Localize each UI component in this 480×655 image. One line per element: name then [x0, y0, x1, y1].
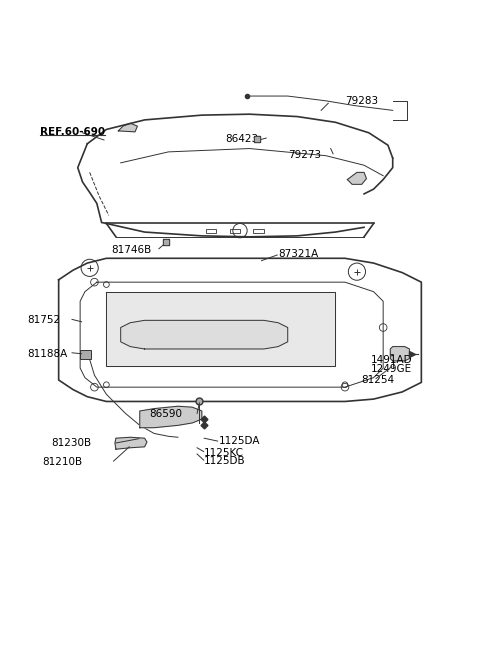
- Text: 81230B: 81230B: [51, 438, 92, 448]
- Text: 81210B: 81210B: [42, 457, 82, 467]
- Polygon shape: [140, 406, 202, 428]
- Text: 1125DA: 1125DA: [218, 436, 260, 446]
- Text: 86423: 86423: [226, 134, 259, 144]
- Text: 81188A: 81188A: [28, 348, 68, 359]
- Text: 86590: 86590: [149, 409, 182, 419]
- Polygon shape: [390, 346, 409, 361]
- Text: 81752: 81752: [28, 315, 61, 326]
- Text: 1491AD: 1491AD: [371, 355, 413, 365]
- Polygon shape: [348, 172, 366, 184]
- Text: 81746B: 81746B: [111, 245, 151, 255]
- Text: 1125KC: 1125KC: [204, 447, 244, 458]
- Polygon shape: [120, 320, 288, 349]
- Bar: [253, 229, 264, 233]
- Polygon shape: [118, 123, 137, 132]
- Bar: [205, 229, 216, 233]
- Text: REF.60-690: REF.60-690: [39, 127, 105, 137]
- Text: 79273: 79273: [288, 150, 321, 160]
- Text: 1125DB: 1125DB: [204, 456, 246, 466]
- Text: 87321A: 87321A: [278, 248, 318, 259]
- Text: 81254: 81254: [362, 375, 395, 385]
- Text: 79283: 79283: [345, 96, 378, 106]
- Bar: [229, 229, 240, 233]
- Text: 1249GE: 1249GE: [371, 364, 412, 375]
- Bar: [80, 350, 91, 360]
- Polygon shape: [115, 438, 147, 449]
- Polygon shape: [107, 291, 336, 365]
